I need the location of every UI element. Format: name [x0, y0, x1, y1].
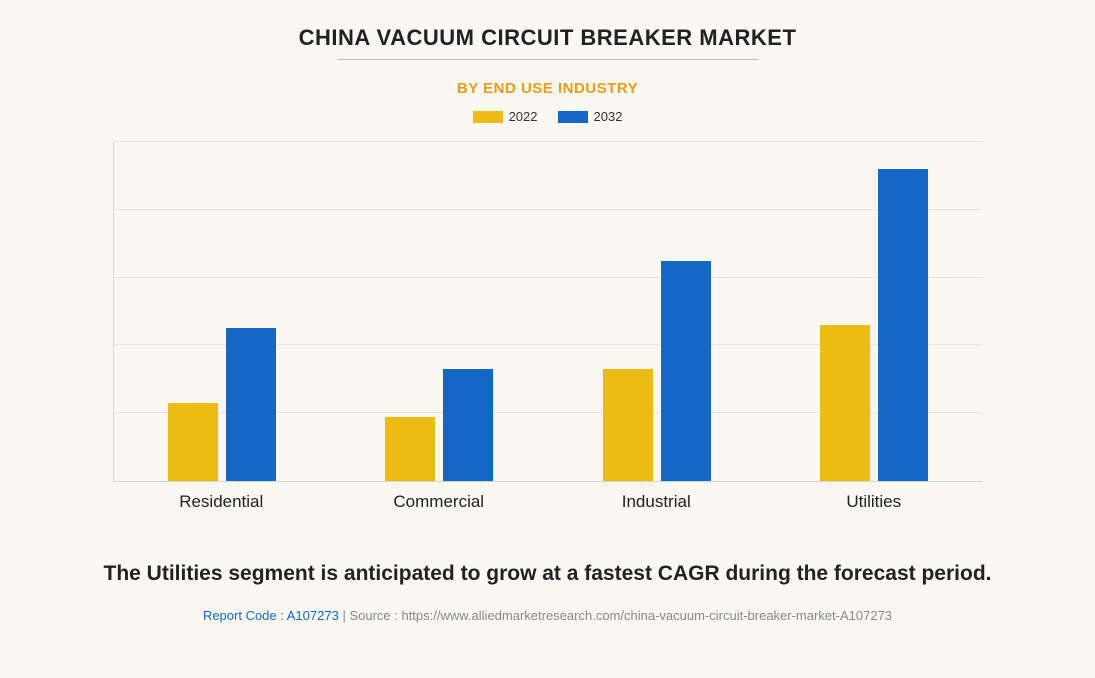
- legend-swatch-icon: [473, 111, 503, 123]
- legend-item-2032: 2032: [558, 109, 623, 124]
- bar-2032: [878, 169, 928, 481]
- bar-2022: [168, 403, 218, 481]
- bar-2022: [385, 417, 435, 481]
- group-industrial: [548, 142, 765, 481]
- xlabel: Utilities: [765, 482, 983, 522]
- bar-2022: [603, 369, 653, 481]
- xlabel: Residential: [113, 482, 331, 522]
- legend-label: 2032: [594, 109, 623, 124]
- legend-label: 2022: [509, 109, 538, 124]
- source-url: https://www.alliedmarketresearch.com/chi…: [401, 608, 892, 623]
- x-axis-labels: Residential Commercial Industrial Utilit…: [113, 482, 983, 522]
- caption-text: The Utilities segment is anticipated to …: [40, 562, 1055, 586]
- chart-title: CHINA VACUUM CIRCUIT BREAKER MARKET: [40, 25, 1055, 51]
- group-residential: [114, 142, 331, 481]
- legend-swatch-icon: [558, 111, 588, 123]
- legend-item-2022: 2022: [473, 109, 538, 124]
- title-underline: [338, 59, 758, 60]
- group-utilities: [765, 142, 982, 481]
- source-label: Source :: [349, 608, 401, 623]
- bar-2022: [820, 325, 870, 481]
- xlabel: Industrial: [548, 482, 766, 522]
- group-commercial: [331, 142, 548, 481]
- report-code-label: Report Code :: [203, 608, 287, 623]
- report-code: A107273: [287, 608, 339, 623]
- chart-area: Residential Commercial Industrial Utilit…: [113, 142, 983, 522]
- bar-2032: [226, 328, 276, 481]
- bar-2032: [661, 261, 711, 481]
- footer: Report Code : A107273 | Source : https:/…: [40, 608, 1055, 623]
- plot-area: [113, 142, 983, 482]
- bar-2032: [443, 369, 493, 481]
- xlabel: Commercial: [330, 482, 548, 522]
- chart-subtitle: BY END USE INDUSTRY: [40, 80, 1055, 97]
- bar-groups: [114, 142, 983, 481]
- legend: 2022 2032: [40, 109, 1055, 124]
- footer-separator: |: [339, 608, 350, 623]
